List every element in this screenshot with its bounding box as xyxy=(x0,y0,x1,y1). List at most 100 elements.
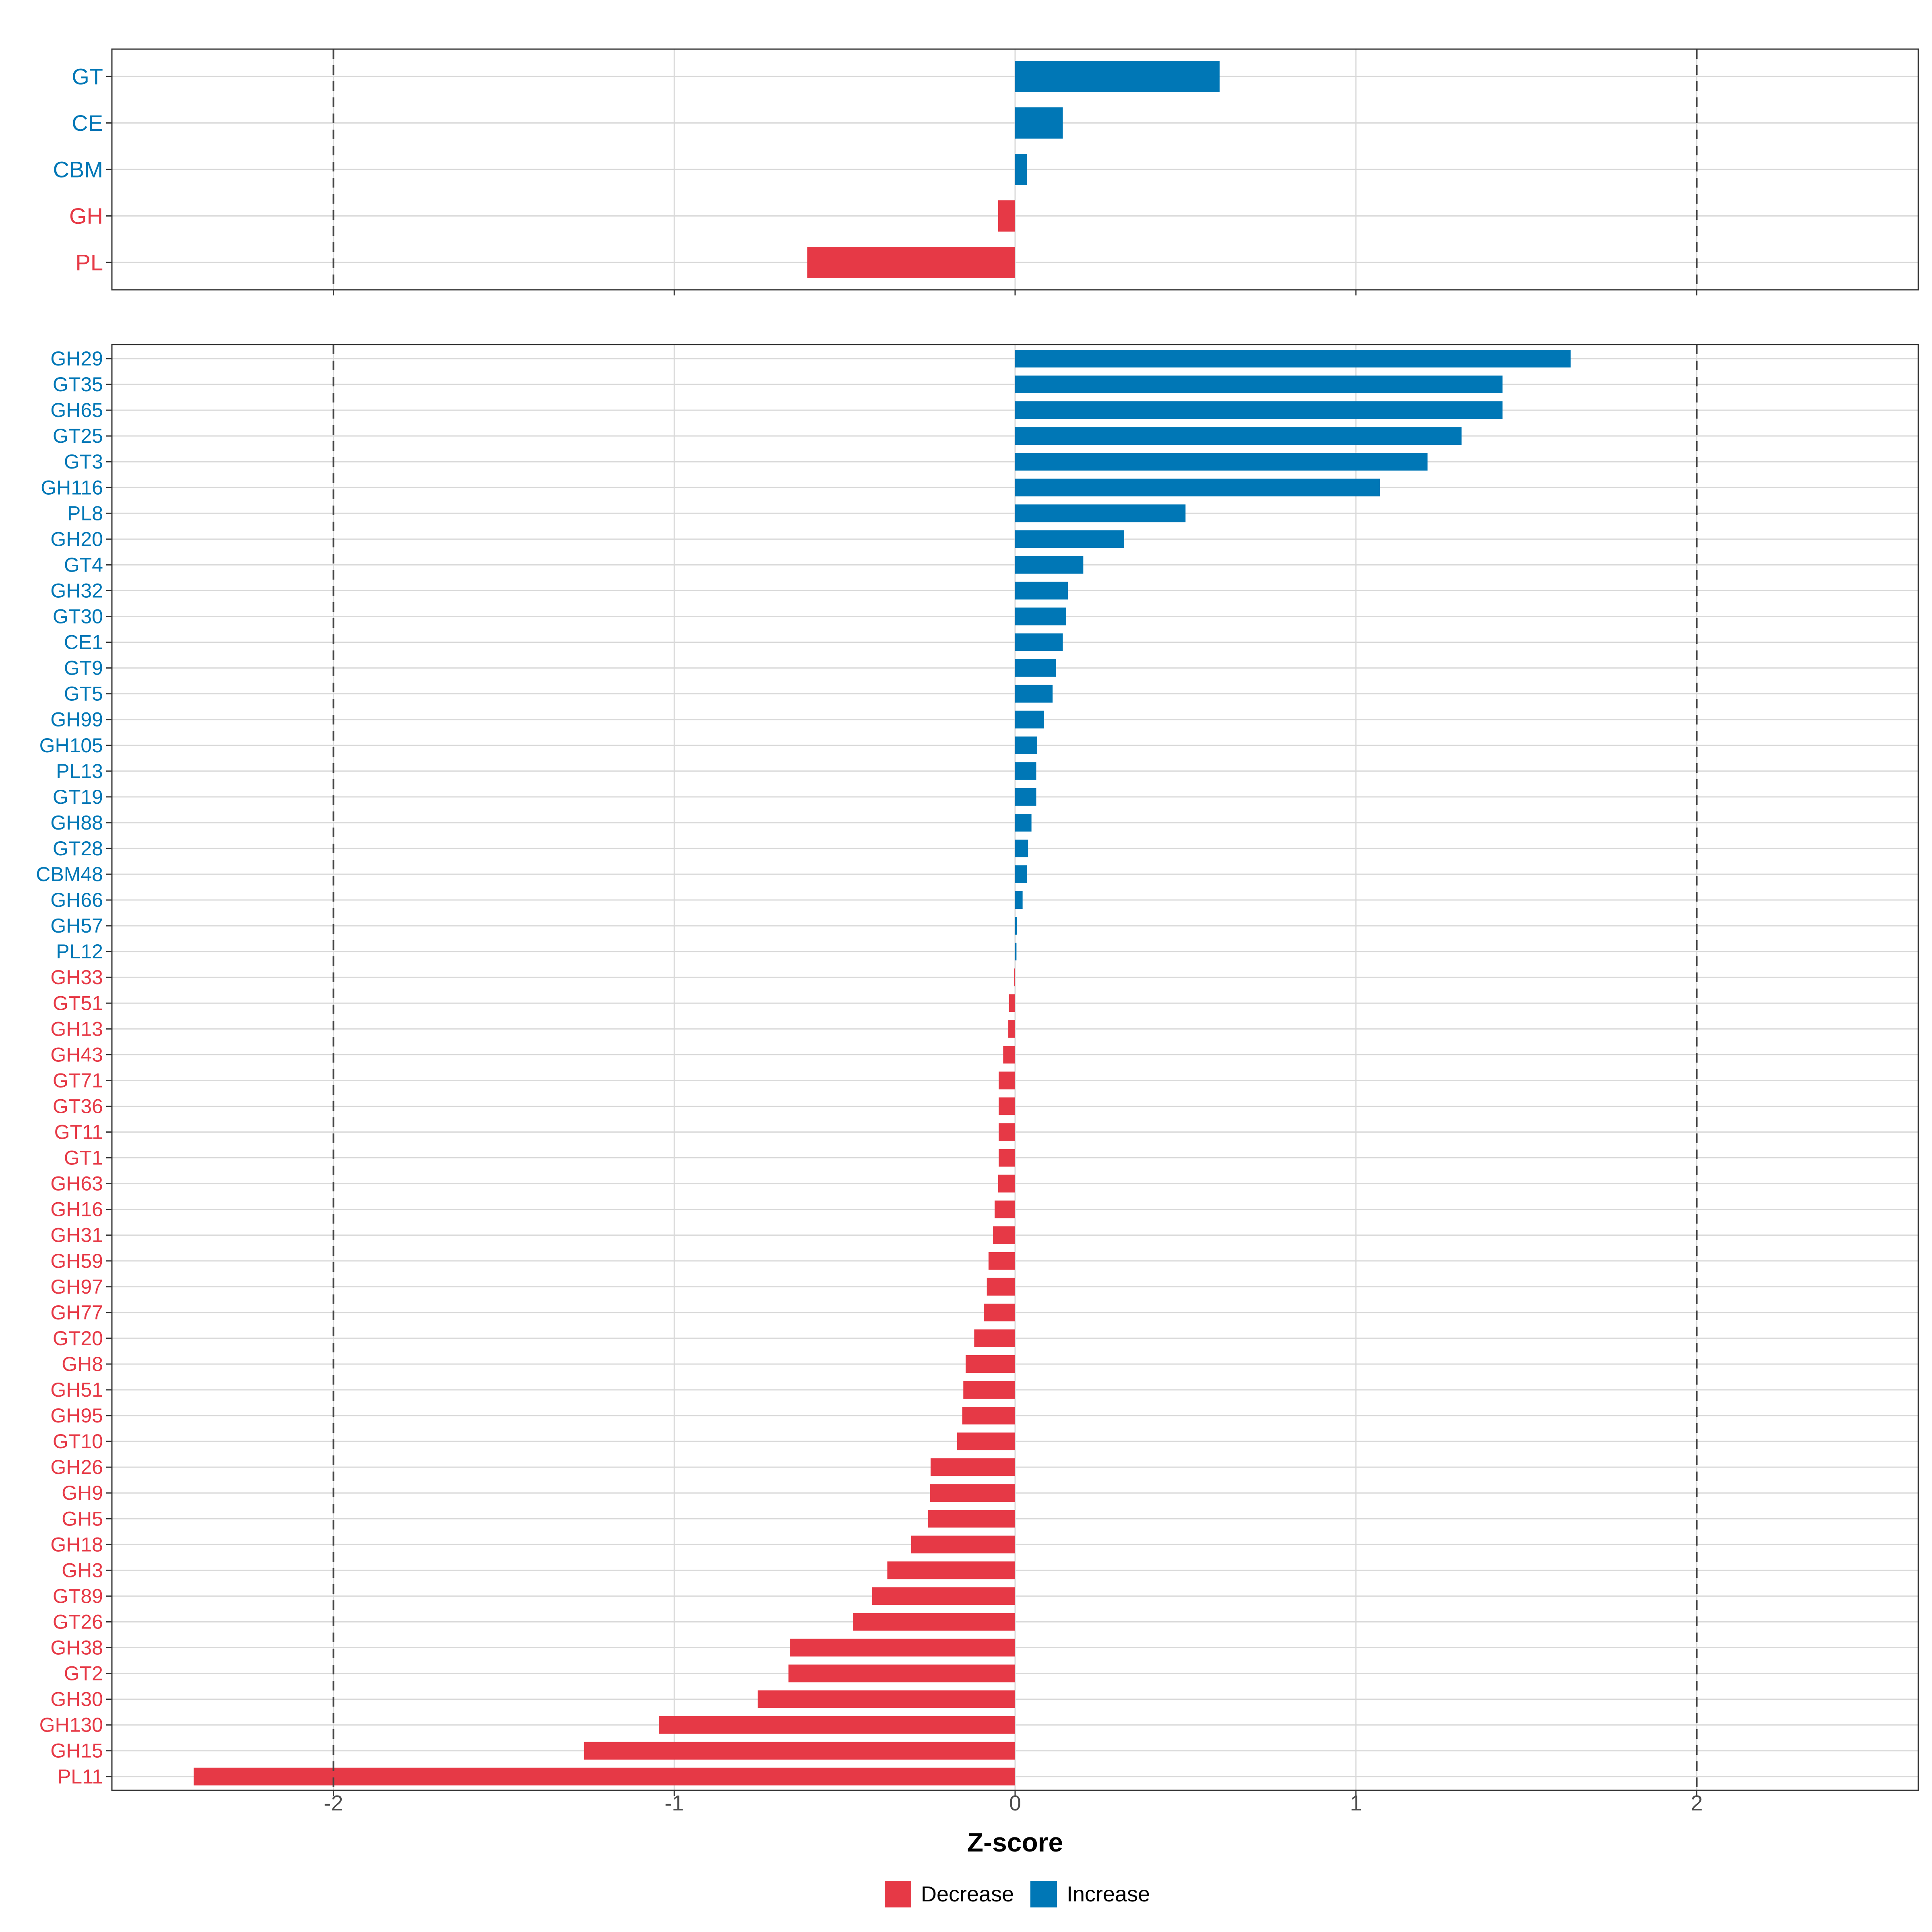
subfamily-label-gh32: GH32 xyxy=(50,579,103,602)
subfamily-label-gh18: GH18 xyxy=(50,1533,103,1556)
subfamily-label-gt3: GT3 xyxy=(64,450,103,473)
subfamily-bar-gh43 xyxy=(1003,1046,1015,1064)
subfamily-label-ce1: CE1 xyxy=(64,631,103,654)
family-label-gh: GH xyxy=(69,203,103,229)
subfamily-bar-gh88 xyxy=(1015,813,1032,832)
subfamily-bar-gt2 xyxy=(788,1664,1015,1682)
subfamily-bar-gh51 xyxy=(963,1381,1015,1399)
subfamily-label-gh59: GH59 xyxy=(50,1250,103,1272)
subfamily-label-pl12: PL12 xyxy=(56,940,103,963)
subfamily-bar-gh3 xyxy=(887,1561,1015,1579)
subfamily-bar-gh9 xyxy=(930,1484,1015,1502)
subfamily-label-gh97: GH97 xyxy=(50,1276,103,1298)
subfamily-label-gt11: GT11 xyxy=(54,1121,103,1144)
subfamily-label-gh30: GH30 xyxy=(50,1688,103,1711)
subfamily-bar-gt35 xyxy=(1015,376,1503,394)
family-label-ce: CE xyxy=(72,110,103,136)
subfamily-label-gh15: GH15 xyxy=(50,1740,103,1762)
subfamily-label-pl8: PL8 xyxy=(67,502,103,524)
subfamily-bar-gh99 xyxy=(1015,710,1044,729)
subfamily-label-gh99: GH99 xyxy=(50,708,103,731)
subfamily-label-gt19: GT19 xyxy=(53,786,103,808)
family-label-pl: PL xyxy=(76,250,103,275)
subfamily-bar-gt71 xyxy=(999,1071,1015,1090)
subfamily-bar-gt89 xyxy=(872,1587,1015,1605)
subfamily-bar-gh26 xyxy=(930,1458,1015,1476)
family-panel: GT CE CBM GH PL xyxy=(53,48,1919,295)
subfamily-label-gt20: GT20 xyxy=(53,1327,103,1350)
subfamily-label-gh26: GH26 xyxy=(50,1456,103,1478)
subfamily-label-gh105: GH105 xyxy=(39,734,103,757)
subfamily-bar-gh5 xyxy=(928,1510,1015,1528)
legend: Decrease Increase xyxy=(885,1881,1150,1907)
subfamily-bar-gh29 xyxy=(1015,350,1571,367)
subfamily-bar-gh18 xyxy=(911,1536,1015,1554)
subfamily-label-gh9: GH9 xyxy=(62,1482,103,1504)
subfamily-bar-gt11 xyxy=(999,1123,1015,1141)
subfamily-label-gh31: GH31 xyxy=(50,1224,103,1247)
subfamily-label-gh65: GH65 xyxy=(50,399,103,421)
subfamily-bar-gh105 xyxy=(1015,736,1038,754)
legend-key-decrease xyxy=(885,1881,911,1907)
family-bar-pl xyxy=(807,247,1015,278)
subfamily-label-gt4: GT4 xyxy=(64,553,103,576)
subfamily-label-gt9: GT9 xyxy=(64,657,103,679)
subfamily-bar-pl11 xyxy=(194,1767,1015,1785)
subfamily-label-pl13: PL13 xyxy=(56,760,103,782)
subfamily-bar-gt19 xyxy=(1015,788,1036,806)
subfamily-label-gh29: GH29 xyxy=(50,347,103,370)
family-border xyxy=(111,48,1919,291)
subfamily-bar-gh13 xyxy=(1008,1020,1015,1038)
subfamily-label-gh57: GH57 xyxy=(50,914,103,937)
subfamily-bar-gh15 xyxy=(584,1742,1015,1760)
subfamily-bar-gt4 xyxy=(1015,556,1084,574)
subfamily-bar-pl12 xyxy=(1015,943,1017,961)
subfamily-label-gh20: GH20 xyxy=(50,528,103,550)
subfamily-label-gt25: GT25 xyxy=(53,425,103,447)
subfamily-bar-gh57 xyxy=(1015,917,1018,935)
subfamily-bar-gt26 xyxy=(853,1613,1015,1631)
subfamily-bar-gt10 xyxy=(957,1432,1015,1451)
subfamily-bar-pl13 xyxy=(1015,762,1036,780)
subfamily-bar-gh8 xyxy=(966,1355,1015,1373)
subfamily-bar-gh30 xyxy=(758,1690,1015,1708)
subfamily-label-cbm48: CBM48 xyxy=(36,863,103,886)
family-label-cbm: CBM xyxy=(53,157,103,182)
subfamily-label-gh63: GH63 xyxy=(50,1172,103,1195)
subfamily-label-gh16: GH16 xyxy=(50,1198,103,1221)
subfamily-label-gt35: GT35 xyxy=(53,373,103,396)
subfamily-label-gh33: GH33 xyxy=(50,966,103,989)
family-bar-ce xyxy=(1015,107,1063,139)
subfamily-label-gh3: GH3 xyxy=(62,1559,103,1581)
subfamily-bar-gt51 xyxy=(1009,994,1015,1012)
subfamily-bar-gh63 xyxy=(998,1174,1015,1193)
x-tick-label: -2 xyxy=(324,1791,343,1815)
subfamily-bar-gt1 xyxy=(999,1149,1015,1167)
subfamily-bar-gh95 xyxy=(962,1407,1015,1425)
subfamily-label-gh8: GH8 xyxy=(62,1353,103,1375)
family-label-gt: GT xyxy=(72,64,103,89)
subfamily-bar-gh33 xyxy=(1014,968,1015,987)
subfamily-bar-cbm48 xyxy=(1015,865,1027,883)
x-tick-label: 1 xyxy=(1350,1791,1362,1815)
legend-label-increase: Increase xyxy=(1067,1882,1150,1906)
subfamily-bar-gt3 xyxy=(1015,453,1428,471)
subfamily-label-pl11: PL11 xyxy=(58,1765,103,1788)
subfamily-bar-gt28 xyxy=(1015,839,1028,857)
subfamily-label-gt2: GT2 xyxy=(64,1662,103,1685)
legend-label-decrease: Decrease xyxy=(921,1882,1014,1906)
subfamily-border xyxy=(111,344,1919,1791)
subfamily-label-gt71: GT71 xyxy=(53,1069,103,1092)
subfamily-label-gt89: GT89 xyxy=(53,1585,103,1607)
subfamily-label-gt26: GT26 xyxy=(53,1610,103,1633)
x-tick-label: 2 xyxy=(1691,1791,1703,1815)
subfamily-bar-gh59 xyxy=(988,1252,1015,1270)
subfamily-bar-gt25 xyxy=(1015,427,1462,445)
subfamily-label-gh88: GH88 xyxy=(50,811,103,834)
subfamily-label-gh130: GH130 xyxy=(39,1714,103,1736)
subfamily-label-gh38: GH38 xyxy=(50,1637,103,1659)
subfamily-panel: GH29 GT35 GH65 GT25 GT3 GH116 PL8 GH20 GT4 GH32 GT… xyxy=(36,344,1919,1796)
subfamily-label-gt5: GT5 xyxy=(64,683,103,705)
subfamily-bar-gh16 xyxy=(995,1200,1015,1218)
